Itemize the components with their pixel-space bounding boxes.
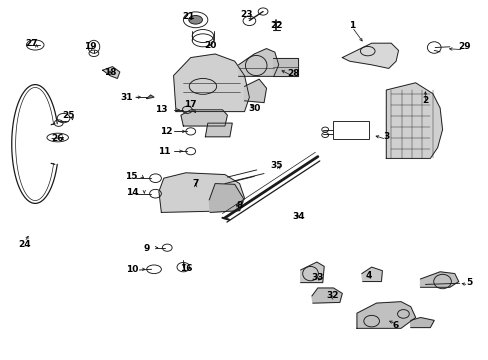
- Polygon shape: [300, 262, 324, 283]
- Text: 7: 7: [192, 179, 199, 188]
- Text: 29: 29: [457, 42, 470, 51]
- Polygon shape: [311, 288, 342, 303]
- Polygon shape: [342, 43, 398, 68]
- Polygon shape: [410, 318, 433, 328]
- Text: 33: 33: [311, 273, 324, 282]
- Polygon shape: [102, 67, 120, 78]
- Text: 17: 17: [184, 100, 197, 109]
- Polygon shape: [238, 49, 278, 76]
- Text: 20: 20: [203, 41, 216, 50]
- Text: 11: 11: [157, 147, 170, 156]
- Text: 34: 34: [291, 212, 304, 220]
- Text: 10: 10: [125, 266, 138, 275]
- Text: 24: 24: [18, 240, 31, 249]
- Polygon shape: [361, 267, 382, 282]
- Text: 5: 5: [466, 278, 471, 287]
- Text: 6: 6: [392, 321, 398, 330]
- Polygon shape: [272, 58, 298, 76]
- Text: 12: 12: [160, 127, 172, 136]
- Text: 31: 31: [120, 93, 132, 102]
- Text: 23: 23: [240, 10, 253, 19]
- Text: 14: 14: [125, 188, 138, 197]
- Polygon shape: [205, 123, 232, 137]
- Text: 25: 25: [62, 111, 75, 120]
- Text: 3: 3: [383, 132, 388, 141]
- Polygon shape: [159, 173, 244, 212]
- Text: 26: 26: [51, 134, 64, 143]
- Text: 13: 13: [155, 105, 167, 114]
- Polygon shape: [244, 79, 266, 103]
- Text: 32: 32: [325, 291, 338, 300]
- Text: 9: 9: [143, 244, 150, 253]
- Polygon shape: [209, 184, 243, 212]
- Text: 30: 30: [247, 104, 260, 113]
- Text: 19: 19: [84, 42, 97, 51]
- Bar: [332, 121, 368, 139]
- Polygon shape: [181, 110, 227, 126]
- Polygon shape: [356, 302, 415, 328]
- Text: 15: 15: [124, 172, 137, 181]
- Text: 2: 2: [422, 96, 427, 105]
- Text: 18: 18: [103, 68, 116, 77]
- Polygon shape: [173, 54, 249, 112]
- Text: 28: 28: [286, 69, 299, 78]
- Text: 8: 8: [236, 201, 242, 210]
- Polygon shape: [146, 95, 154, 99]
- Text: 16: 16: [179, 264, 192, 273]
- Text: 4: 4: [365, 271, 372, 280]
- Text: 27: 27: [25, 39, 38, 48]
- Ellipse shape: [188, 15, 202, 24]
- Text: 1: 1: [348, 21, 354, 30]
- Polygon shape: [386, 83, 442, 158]
- Text: 35: 35: [269, 161, 282, 170]
- Text: 21: 21: [182, 12, 194, 21]
- Polygon shape: [420, 272, 458, 287]
- Text: 22: 22: [269, 21, 282, 30]
